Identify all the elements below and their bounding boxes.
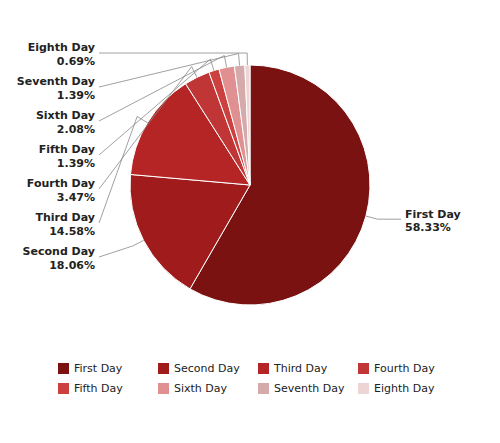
- legend-swatch: [358, 363, 369, 374]
- legend-label: Second Day: [174, 362, 240, 375]
- leader-line: [99, 53, 240, 87]
- data-label-value: 14.58%: [49, 225, 95, 238]
- leader-line: [99, 240, 144, 257]
- legend-label: First Day: [74, 362, 123, 375]
- legend-label: Fifth Day: [74, 382, 123, 395]
- data-label-category: Fourth Day: [27, 177, 95, 190]
- legend-item: Sixth Day: [158, 382, 228, 395]
- data-label-value: 1.39%: [57, 89, 95, 102]
- legend-item: Third Day: [258, 362, 328, 375]
- leader-line: [99, 53, 247, 65]
- data-label: First Day58.33%: [405, 208, 461, 234]
- legend-label: Seventh Day: [274, 382, 345, 395]
- legend-label: Fourth Day: [374, 362, 435, 375]
- slice: [234, 65, 250, 185]
- legend-swatch: [58, 363, 69, 374]
- legend-swatch: [158, 363, 169, 374]
- legend-label: Eighth Day: [374, 382, 435, 395]
- legend-label: Sixth Day: [174, 382, 228, 395]
- legend: First Day Second Day Third Day Fourth Day Fi…: [58, 362, 435, 395]
- data-label: Second Day18.06%: [23, 245, 95, 271]
- data-label: Eighth Day0.69%: [28, 41, 95, 67]
- legend-item: Second Day: [158, 362, 240, 375]
- legend-item: First Day: [58, 362, 123, 375]
- legend-label: Third Day: [273, 362, 328, 375]
- data-labels: First Day58.33% Second Day18.06% Third Day…: [17, 41, 461, 271]
- data-label-value: 3.47%: [57, 191, 95, 204]
- legend-item: Eighth Day: [358, 382, 435, 395]
- data-label-category: Fifth Day: [39, 143, 95, 156]
- legend-item: Fifth Day: [58, 382, 123, 395]
- data-label-value: 2.08%: [57, 123, 95, 136]
- leader-line: [99, 116, 147, 223]
- data-label: Sixth Day2.08%: [36, 109, 95, 135]
- legend-swatch: [58, 383, 69, 394]
- data-label-value: 0.69%: [57, 55, 95, 68]
- legend-item: Fourth Day: [358, 362, 435, 375]
- data-label: Fourth Day3.47%: [27, 177, 95, 203]
- data-label-category: Eighth Day: [28, 41, 95, 54]
- leader-line: [99, 56, 227, 122]
- legend-swatch: [358, 383, 369, 394]
- data-label-category: Seventh Day: [17, 75, 95, 88]
- data-label-category: First Day: [405, 208, 461, 221]
- data-label-category: Third Day: [35, 211, 95, 224]
- data-label: Third Day14.58%: [35, 211, 95, 237]
- chart: First Day58.33%Second Day18.06%Third Day…: [0, 0, 500, 443]
- data-label-value: 1.39%: [57, 157, 95, 170]
- data-label: Seventh Day1.39%: [17, 75, 95, 101]
- legend-item: Seventh Day: [258, 382, 345, 395]
- legend-swatch: [258, 363, 269, 374]
- slice: [245, 65, 250, 185]
- leader-line: [366, 216, 401, 219]
- data-label: Fifth Day1.39%: [39, 143, 95, 169]
- data-label-value: 18.06%: [49, 259, 95, 272]
- leader-line: [99, 67, 197, 189]
- data-label-category: Sixth Day: [36, 109, 95, 122]
- data-label-category: Second Day: [23, 245, 95, 258]
- legend-swatch: [158, 383, 169, 394]
- slice: [130, 174, 250, 288]
- data-label-value: 58.33%: [405, 221, 451, 234]
- legend-swatch: [258, 383, 269, 394]
